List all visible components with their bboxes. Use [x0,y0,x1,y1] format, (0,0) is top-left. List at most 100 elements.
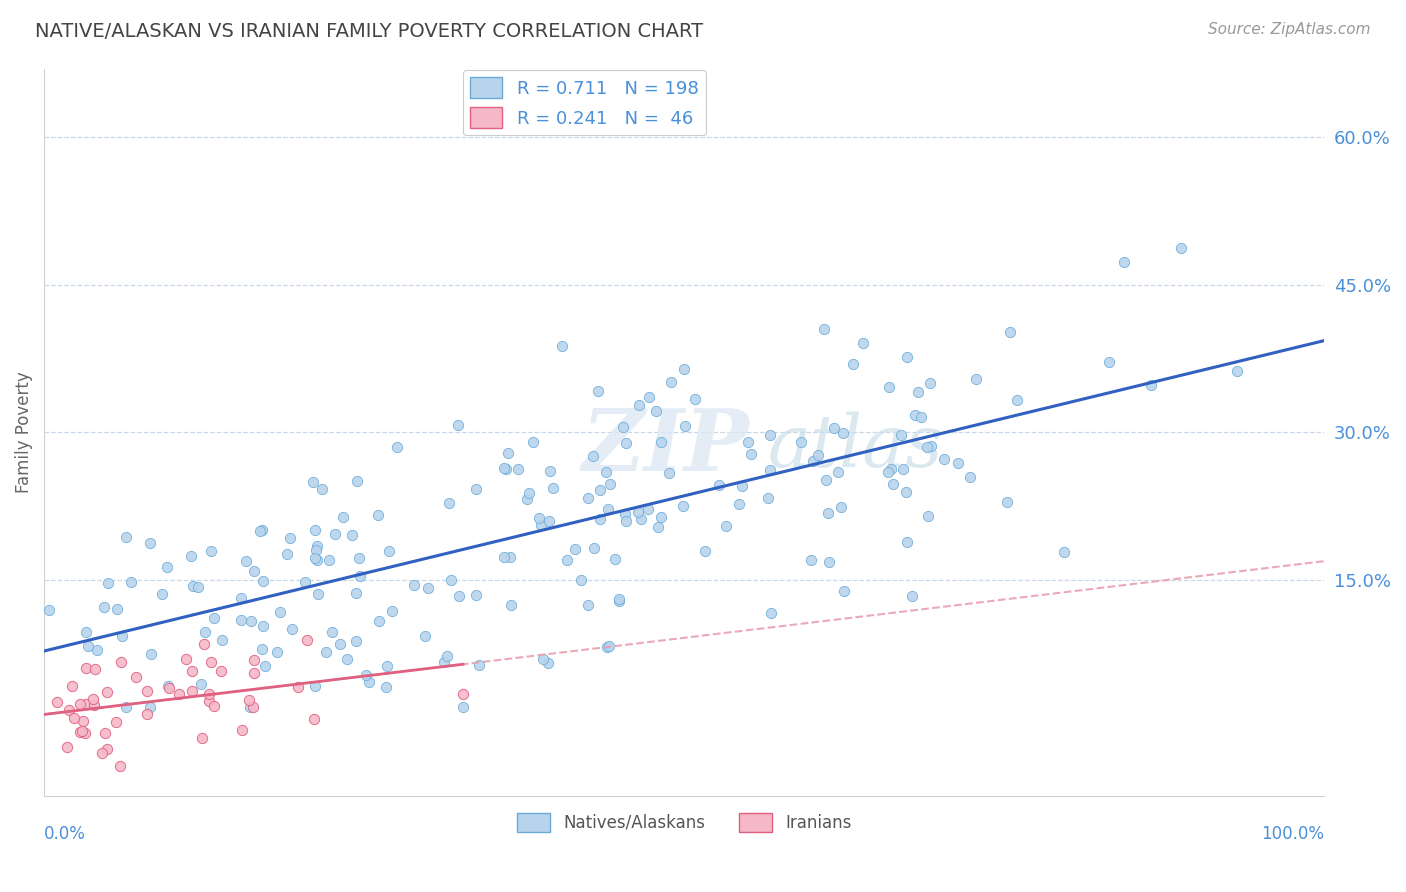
Point [91,746,114,760]
Point [202,610,225,624]
Point [814,473,837,487]
Point [465,587,488,601]
Point [86,643,108,657]
Point [832,584,855,599]
Point [607,592,630,607]
Point [576,598,599,612]
Point [209,664,232,678]
Point [150,587,173,601]
Point [336,652,359,666]
Point [709,478,731,492]
Point [830,500,852,514]
Y-axis label: Family Poverty: Family Poverty [15,371,32,493]
Point [304,551,326,566]
Point [492,461,515,475]
Point [598,502,620,516]
Point [842,357,865,371]
Point [827,465,849,479]
Point [342,528,364,542]
Point [329,637,352,651]
Point [193,637,215,651]
Text: Source: ZipAtlas.com: Source: ZipAtlas.com [1208,22,1371,37]
Point [530,517,553,532]
Point [346,586,368,600]
Point [254,658,277,673]
Point [135,684,157,698]
Point [181,579,204,593]
Point [239,614,262,628]
Point [527,510,550,524]
Point [332,509,354,524]
Point [817,506,839,520]
Point [658,466,681,480]
Point [901,589,924,603]
Point [605,552,627,566]
Point [756,491,779,505]
Point [385,440,408,454]
Point [801,454,824,468]
Point [311,482,333,496]
Point [932,452,955,467]
Point [318,553,340,567]
Point [418,581,440,595]
Point [564,541,586,556]
Point [139,700,162,714]
Point [302,712,325,726]
Point [517,485,540,500]
Point [758,463,780,477]
Point [139,647,162,661]
Point [650,509,672,524]
Point [194,624,217,639]
Point [323,526,346,541]
Point [156,679,179,693]
Point [69,725,91,739]
Legend: R = 0.711   N = 198, R = 0.241   N =  46: R = 0.711 N = 198, R = 0.241 N = 46 [463,70,706,136]
Point [495,462,517,476]
Point [375,658,398,673]
Point [910,409,932,424]
Point [693,544,716,558]
Point [252,523,274,537]
Point [96,685,118,699]
Point [242,700,264,714]
Point [239,700,262,714]
Point [297,632,319,647]
Point [551,339,574,353]
Point [683,392,706,407]
Point [896,350,918,364]
Point [516,492,538,507]
Point [187,580,209,594]
Point [650,435,672,450]
Point [381,604,404,618]
Point [823,420,845,434]
Point [494,550,516,565]
Point [243,653,266,667]
Point [46,694,69,708]
Point [202,699,225,714]
Point [156,559,179,574]
Point [242,564,264,578]
Point [94,726,117,740]
Point [266,645,288,659]
Point [211,633,233,648]
Point [659,375,682,389]
Point [75,697,97,711]
Point [280,623,302,637]
Point [613,507,636,521]
Point [357,674,380,689]
Point [374,680,396,694]
Point [876,465,898,479]
Point [349,568,371,582]
Point [180,664,202,678]
Point [817,555,839,569]
Point [946,456,969,470]
Point [200,656,222,670]
Point [644,404,666,418]
Point [446,417,468,432]
Point [1098,354,1121,368]
Point [249,524,271,539]
Point [586,384,609,398]
Point [904,408,927,422]
Point [440,573,463,587]
Point [174,652,197,666]
